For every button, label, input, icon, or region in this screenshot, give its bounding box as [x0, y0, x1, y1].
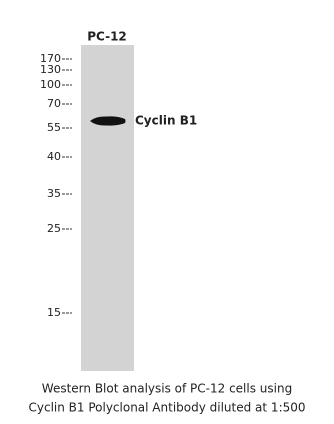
marker-label: 130: [40, 63, 61, 76]
figure: PC-12 Cyclin B1 Western Blot analysis of…: [0, 0, 334, 424]
marker-label: 35: [47, 187, 61, 200]
lane-label: PC-12: [87, 30, 127, 44]
caption-line: Western Blot analysis of PC-12 cells usi…: [42, 382, 292, 396]
band-label: Cyclin B1: [135, 114, 197, 128]
marker-label: 15: [47, 306, 61, 319]
lane: [81, 45, 134, 371]
marker-label: 100: [40, 78, 61, 91]
marker-label: 70: [47, 97, 61, 110]
marker-label: 40: [47, 150, 61, 163]
marker-label: 55: [47, 121, 61, 134]
marker-label: 25: [47, 222, 61, 235]
caption-line: Cyclin B1 Polyclonal Antibody diluted at…: [28, 401, 305, 415]
